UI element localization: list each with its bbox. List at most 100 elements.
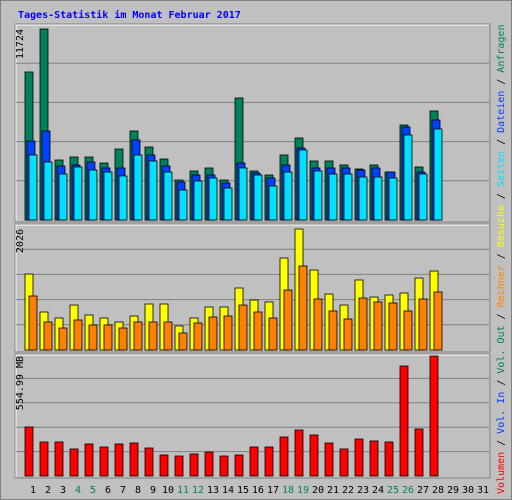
bar <box>159 454 169 477</box>
bar <box>118 175 128 221</box>
bar <box>328 173 338 221</box>
bar <box>43 321 53 351</box>
bar <box>204 451 214 477</box>
x-tick-label: 15 <box>237 485 249 496</box>
bar <box>358 297 368 351</box>
bar <box>99 446 109 477</box>
x-tick-label: 12 <box>192 485 204 496</box>
bar <box>433 128 443 221</box>
bar <box>403 134 413 221</box>
bar <box>343 318 353 351</box>
bar <box>388 302 398 351</box>
bar <box>339 448 349 477</box>
bar <box>223 315 233 351</box>
bar <box>294 429 304 477</box>
bar <box>103 171 113 221</box>
y-tick-label: 554.99 MB <box>15 356 26 410</box>
x-tick-label: 31 <box>477 485 489 496</box>
bar <box>43 161 53 221</box>
bar <box>343 173 353 221</box>
bar <box>388 177 398 221</box>
bar <box>148 160 158 221</box>
bar <box>178 189 188 221</box>
legend-separator: / <box>496 193 507 199</box>
x-tick-label: 3 <box>60 485 66 496</box>
x-tick-label: 7 <box>120 485 126 496</box>
bar <box>73 166 83 221</box>
bar <box>208 316 218 351</box>
legend-entry: Rechner <box>496 265 507 307</box>
x-tick-label: 6 <box>105 485 111 496</box>
bar <box>193 322 203 351</box>
x-tick-label: 22 <box>342 485 354 496</box>
legend-entry: Vol. In <box>496 392 507 434</box>
bar <box>249 446 259 477</box>
bar <box>88 324 98 351</box>
x-tick-label: 20 <box>312 485 324 496</box>
bar <box>174 455 184 477</box>
chart-title: Tages-Statistik im Monat Februar 2017 <box>18 9 241 21</box>
bar <box>253 174 263 221</box>
bar <box>433 291 443 351</box>
bar <box>369 440 379 477</box>
bar <box>268 185 278 221</box>
x-tick-label: 8 <box>135 485 141 496</box>
bar <box>373 176 383 221</box>
y-tick-label: 11724 <box>15 29 26 59</box>
legend-separator: / <box>496 139 507 145</box>
bar <box>148 321 158 351</box>
legend-entry: Besuche <box>496 205 507 247</box>
bar <box>129 442 139 477</box>
x-tick-label: 14 <box>222 485 234 496</box>
bar <box>69 448 79 477</box>
bar <box>39 441 49 477</box>
bar <box>414 428 424 477</box>
bar <box>264 446 274 477</box>
panel-bevel <box>15 354 489 477</box>
bar <box>238 167 248 221</box>
bar <box>103 324 113 351</box>
bar <box>279 436 289 477</box>
legend-entry: Seiten <box>496 151 507 187</box>
bar <box>418 298 428 351</box>
legend-separator: / <box>496 380 507 386</box>
x-tick-label: 24 <box>372 485 384 496</box>
bar <box>223 187 233 221</box>
x-tick-label: 4 <box>75 485 81 496</box>
x-tick-label: 18 <box>282 485 294 496</box>
x-tick-label: 5 <box>90 485 96 496</box>
bar <box>28 295 38 351</box>
bar <box>373 301 383 351</box>
bar <box>253 311 263 351</box>
bar <box>84 443 94 477</box>
x-tick-label: 17 <box>267 485 279 496</box>
panel-bevel <box>15 24 489 221</box>
x-tick-label: 26 <box>402 485 414 496</box>
legend-entry: Vol. Out <box>496 325 507 373</box>
bar <box>193 180 203 221</box>
x-tick-label: 11 <box>177 485 189 496</box>
bar <box>24 426 34 477</box>
x-tick-label: 13 <box>207 485 219 496</box>
bar <box>208 177 218 221</box>
legend-entry: Volumen <box>496 452 507 494</box>
bar <box>268 317 278 351</box>
bar <box>163 321 173 351</box>
x-tick-label: 21 <box>327 485 339 496</box>
x-tick-label: 19 <box>297 485 309 496</box>
bar <box>133 154 143 221</box>
bar <box>54 441 64 477</box>
x-tick-label: 16 <box>252 485 264 496</box>
bar <box>354 438 364 477</box>
legend-separator: / <box>496 313 507 319</box>
bar <box>429 355 439 477</box>
bar <box>28 154 38 221</box>
legend-entry: Dateien <box>496 91 507 133</box>
x-tick-label: 30 <box>462 485 474 496</box>
bar <box>358 176 368 221</box>
bar <box>328 310 338 351</box>
x-tick-label: 2 <box>45 485 51 496</box>
bar <box>189 453 199 477</box>
bar <box>309 434 319 477</box>
